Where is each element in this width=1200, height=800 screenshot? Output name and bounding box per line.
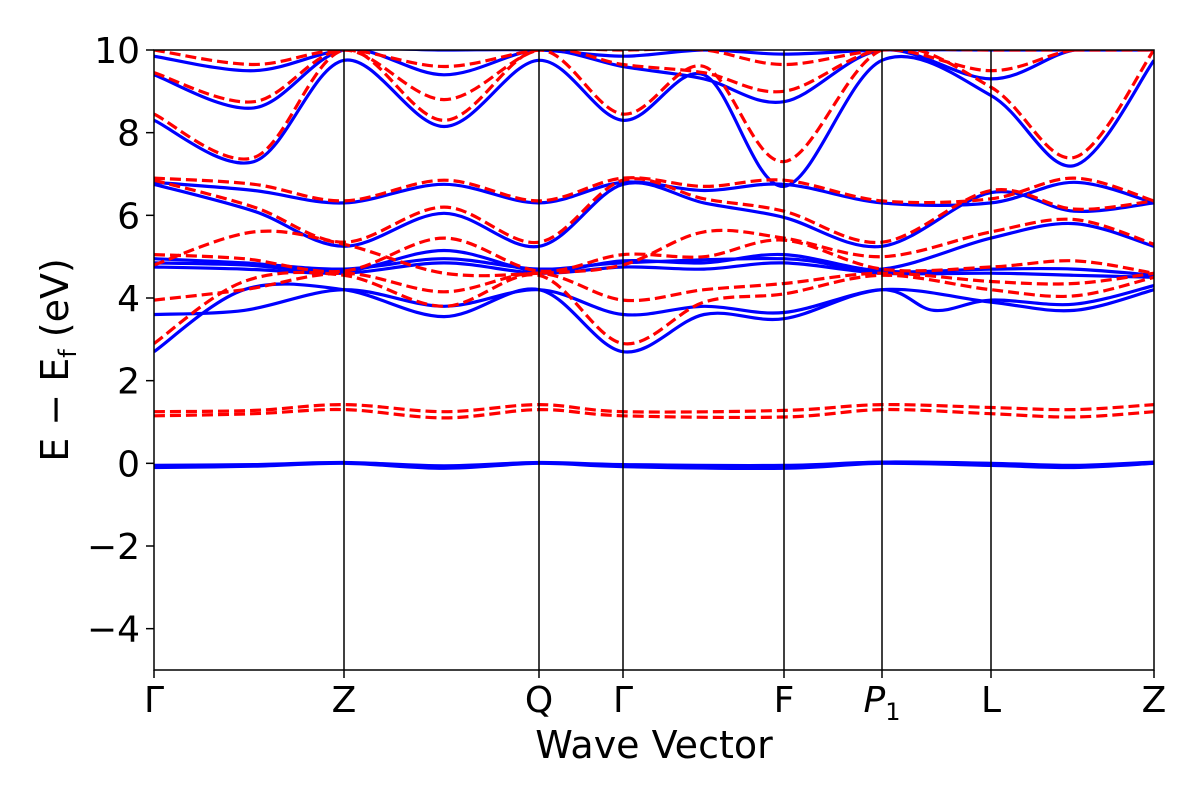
x-tick-label-4: Γ xyxy=(613,680,633,721)
dashed-band-line-11 xyxy=(154,50,1154,69)
x-tick-label-6: P1 xyxy=(864,680,901,726)
high-symmetry-lines xyxy=(343,50,992,670)
solid-band-line-4 xyxy=(154,284,1154,317)
x-tick-label-5: F xyxy=(774,680,795,721)
dashed-band-line-8 xyxy=(154,176,1154,205)
x-tick-label-7: L xyxy=(981,680,1001,721)
y-axis-title-main: E − E xyxy=(33,358,77,462)
y-tick-label-6: 6 xyxy=(117,196,140,237)
y-tick-label-1: −4 xyxy=(87,610,140,651)
y-tick-label-2: −2 xyxy=(87,527,140,568)
y-tick-label-5: 4 xyxy=(117,279,140,320)
solid-band-line-3 xyxy=(154,282,1154,354)
x-axis: Γ Z Q Γ F P1 L Z xyxy=(144,670,1166,726)
y-tick-label-3: 0 xyxy=(117,444,140,485)
solid-band-line-9 xyxy=(154,180,1154,207)
x-tick-label-1: Γ xyxy=(144,680,164,721)
y-tick-label-4: 2 xyxy=(117,362,140,403)
y-tick-label-7: 8 xyxy=(117,114,140,155)
x-axis-title: Wave Vector xyxy=(535,723,773,767)
x-tick-label-8: Z xyxy=(1142,680,1167,721)
y-axis-title-sub: f xyxy=(54,349,82,358)
dashed-band-line-5 xyxy=(154,236,1154,275)
dashed-band-line-9 xyxy=(154,50,1154,164)
y-tick-label-8: 10 xyxy=(94,31,140,72)
y-axis: −4 −2 0 2 4 6 8 10 xyxy=(87,31,154,651)
plot-frame xyxy=(153,49,1155,671)
band-lines xyxy=(154,50,1154,471)
x-tick-label-2: Z xyxy=(332,680,357,721)
dashed-band-line-6 xyxy=(154,217,1154,278)
x-tick-label-3: Q xyxy=(525,680,553,721)
solid-band-line-8 xyxy=(154,181,1154,249)
dashed-band-line-3 xyxy=(154,270,1154,346)
solid-band-line-10 xyxy=(154,54,1154,189)
y-axis-title: E − Ef (eV) xyxy=(33,258,82,462)
y-axis-title-unit: (eV) xyxy=(33,258,77,349)
dashed-band-line-7 xyxy=(154,177,1154,245)
